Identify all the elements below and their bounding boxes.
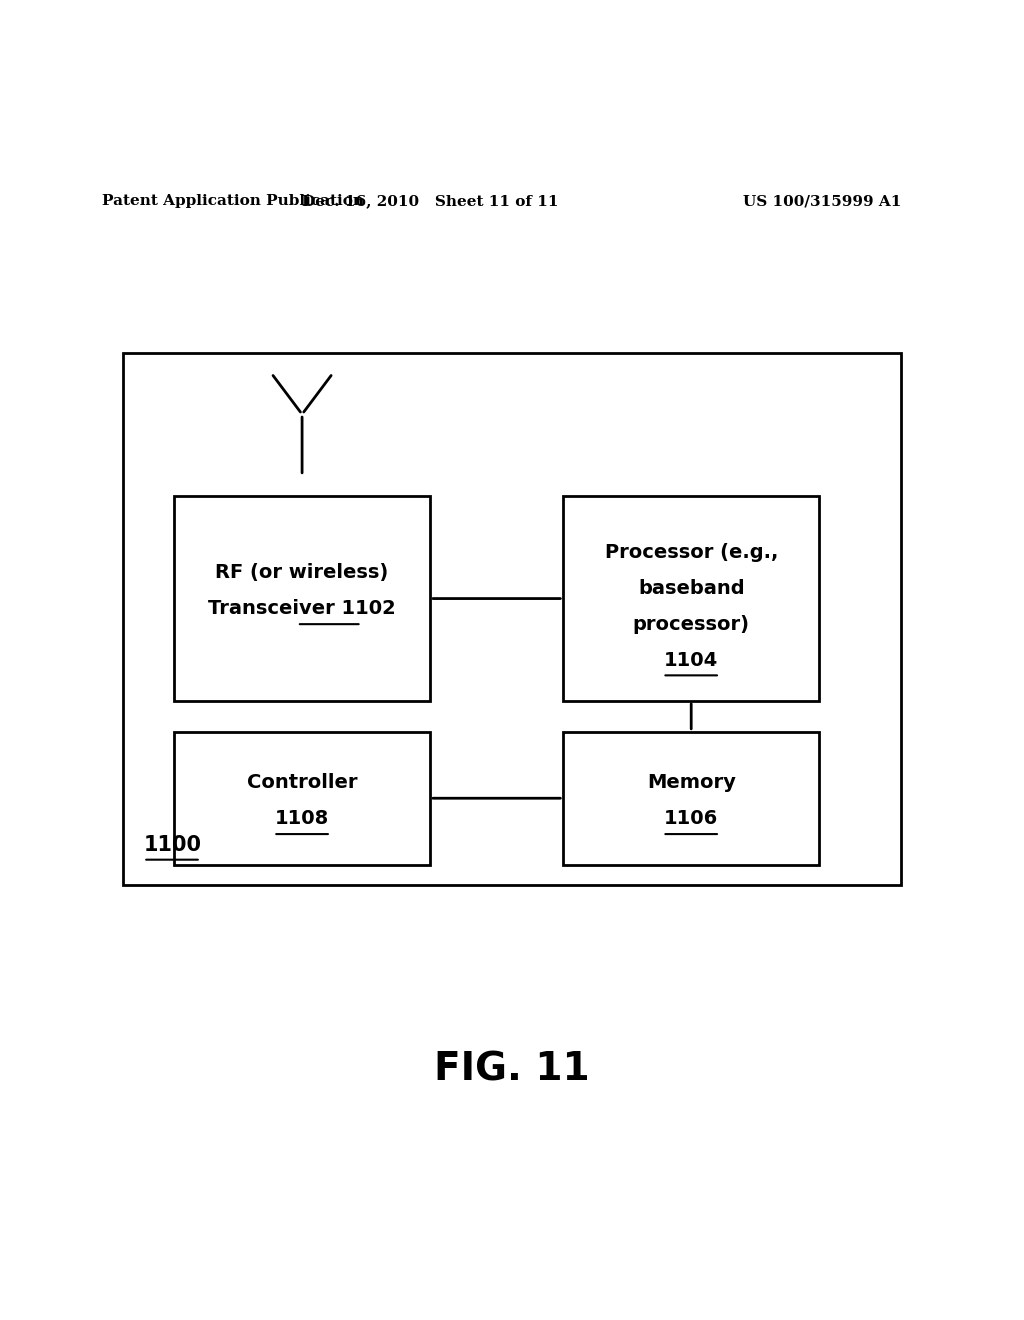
Text: Processor (e.g.,: Processor (e.g., [604,543,778,562]
Text: Memory: Memory [647,774,735,792]
Text: Patent Application Publication: Patent Application Publication [102,194,365,209]
FancyBboxPatch shape [174,496,430,701]
Text: FIG. 11: FIG. 11 [434,1051,590,1089]
FancyBboxPatch shape [563,731,819,865]
Text: processor): processor) [633,615,750,634]
FancyBboxPatch shape [563,496,819,701]
Text: 1108: 1108 [275,809,329,828]
Text: Transceiver 1102: Transceiver 1102 [208,599,396,618]
Text: Dec. 16, 2010   Sheet 11 of 11: Dec. 16, 2010 Sheet 11 of 11 [302,194,558,209]
Text: 1104: 1104 [665,651,718,669]
Text: 1106: 1106 [665,809,718,828]
FancyBboxPatch shape [174,731,430,865]
FancyBboxPatch shape [123,352,901,886]
Text: Controller: Controller [247,774,357,792]
Text: RF (or wireless): RF (or wireless) [215,564,389,582]
Text: 1100: 1100 [143,834,202,854]
Text: baseband: baseband [638,578,744,598]
Text: US 100/315999 A1: US 100/315999 A1 [742,194,901,209]
